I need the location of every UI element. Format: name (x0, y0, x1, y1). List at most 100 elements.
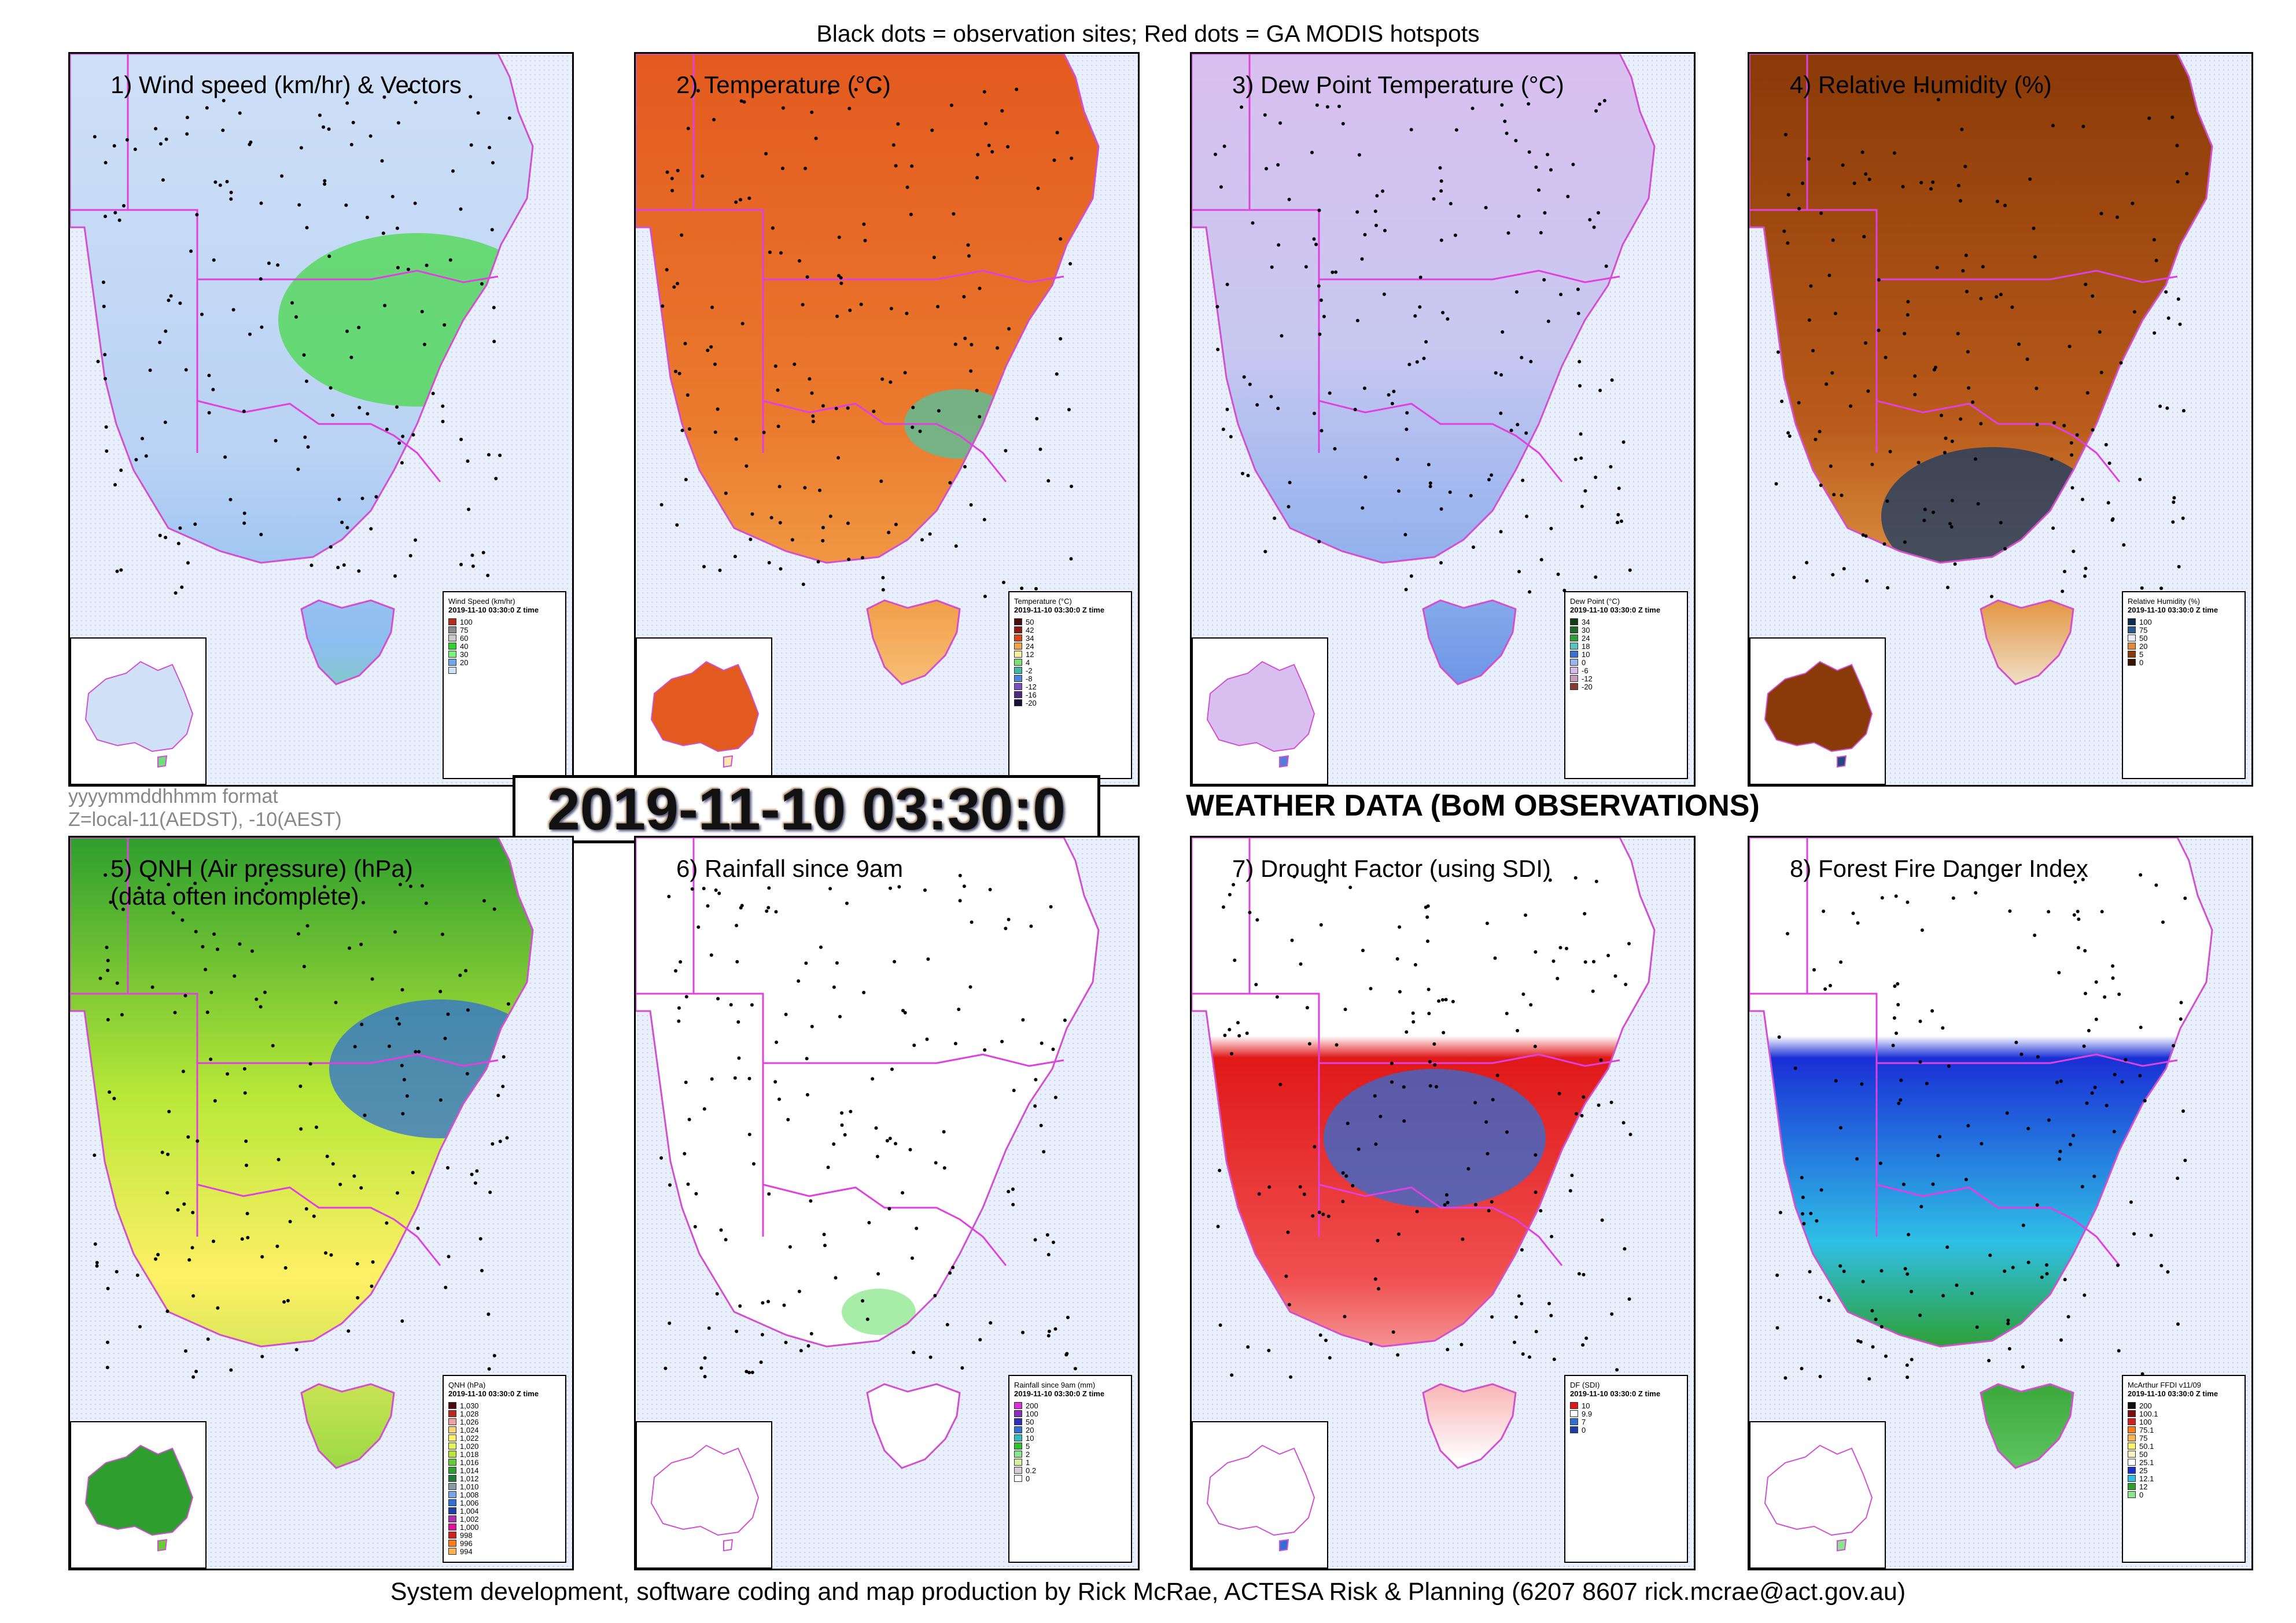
legend-swatch (2128, 1483, 2136, 1490)
legend-subtitle: 2019-11-10 03:30:0 Z time (2128, 1389, 2218, 1398)
legend-label: 0 (2139, 1490, 2144, 1499)
legend-swatch (2128, 1402, 2136, 1409)
legend-item: 75 (2128, 1433, 2240, 1443)
map-canvas (636, 838, 1100, 1469)
legend-label: 24 (1026, 641, 1034, 651)
legend-swatch (448, 1402, 456, 1409)
legend-swatch (448, 1451, 456, 1458)
legend-item: 9.9 (1570, 1410, 1682, 1418)
legend-item: 50 (1014, 618, 1126, 626)
legend-swatch (448, 1491, 456, 1498)
panel-temperature: 2) Temperature (°C) Temperature (°C) 2019… (634, 52, 1140, 787)
legend-item: 4 (1014, 658, 1126, 667)
legend-swatch (1570, 683, 1578, 690)
legend-swatch (1014, 683, 1022, 690)
panel-title: 7) Drought Factor (using SDI) (1232, 855, 1551, 882)
legend-label: 996 (460, 1539, 473, 1548)
legend-swatch (448, 626, 456, 633)
legend-item: 75 (2128, 626, 2240, 635)
legend-label: 200 (1026, 1401, 1038, 1410)
legend-item: 1,022 (448, 1433, 561, 1443)
map-canvas (1749, 838, 2213, 1469)
legend-item: 200 (1014, 1401, 1126, 1410)
legend-label: 1,000 (460, 1522, 479, 1532)
legend-label: 5 (2139, 650, 2144, 659)
map-canvas (70, 54, 534, 685)
panel-title: 2) Temperature (°C) (676, 71, 891, 98)
legend-label: 75 (2139, 1433, 2148, 1443)
legend-swatch (1570, 618, 1578, 625)
legend-swatch (2128, 626, 2136, 633)
legend-item: 1,004 (448, 1507, 561, 1515)
legend-item: -12 (1570, 674, 1682, 683)
legend-item: 996 (448, 1539, 561, 1548)
legend-label: 100 (2139, 617, 2152, 626)
map-legend: Rainfall since 9am (mm) 2019-11-10 03:30:… (1008, 1375, 1132, 1563)
legend-item: 100 (448, 618, 561, 626)
legend-label: 1,026 (460, 1417, 479, 1426)
legend-item: 42 (1014, 625, 1126, 635)
legend-label: 1,010 (460, 1482, 479, 1491)
legend-label: 50 (2139, 633, 2148, 643)
header-caption: Black dots = observation sites; Red dots… (816, 20, 1480, 47)
panel-title: 8) Forest Fire Danger Index (1790, 855, 2088, 882)
legend-label: 42 (1026, 625, 1034, 635)
legend-swatch (448, 1475, 456, 1482)
legend-label: 1,002 (460, 1514, 479, 1524)
legend-label: -8 (1026, 674, 1033, 683)
legend-item: 50.1 (2128, 1442, 2240, 1451)
legend-label: -20 (1026, 698, 1037, 707)
legend-swatch (1014, 675, 1022, 682)
legend-swatch (2128, 1451, 2136, 1458)
australia-inset-map (1192, 1421, 1328, 1569)
legend-label: 1,014 (460, 1466, 479, 1475)
legend-swatch (1014, 643, 1022, 650)
legend-swatch (448, 1459, 456, 1466)
legend-label: 1,022 (460, 1433, 479, 1443)
legend-item: 1,002 (448, 1514, 561, 1524)
legend-label: 50 (1026, 617, 1034, 626)
legend-swatch (1014, 1426, 1022, 1433)
legend-swatch (1570, 659, 1578, 666)
legend-swatch (1014, 1459, 1022, 1466)
legend-swatch (448, 651, 456, 658)
legend-title: Rainfall since 9am (mm) (1014, 1381, 1096, 1389)
legend-swatch (1014, 635, 1022, 641)
legend-item: 24 (1570, 634, 1682, 643)
legend-item: 12 (2128, 1482, 2240, 1491)
legend-swatch (1014, 659, 1022, 666)
legend-item: -8 (1014, 674, 1126, 683)
legend-swatch (1014, 1475, 1022, 1482)
map-canvas (1192, 54, 1656, 685)
map-legend: McArthur FFDI v11/09 2019-11-10 03:30:0 Z… (2122, 1375, 2246, 1563)
panel-title: 3) Dew Point Temperature (°C) (1232, 71, 1564, 98)
legend-label: 50 (2139, 1449, 2148, 1459)
legend-subtitle: 2019-11-10 03:30:0 Z time (448, 606, 539, 614)
legend-item: 1 (1014, 1458, 1126, 1467)
legend-item: 100 (2128, 618, 2240, 626)
legend-label: 9.9 (1582, 1409, 1593, 1418)
panel-ffdi: 8) Forest Fire Danger Index McArthur FFD… (1748, 836, 2253, 1570)
map-legend: Dew Point (°C) 2019-11-10 03:30:0 Z time 3… (1564, 591, 1688, 779)
legend-label: 18 (1582, 641, 1590, 651)
legend-swatch (448, 659, 456, 666)
legend-item: 10 (1570, 650, 1682, 659)
australia-inset-map (70, 1421, 207, 1569)
legend-label: 34 (1582, 617, 1590, 626)
timestamp-format-note: yyyymmddhhmm format Z=local-11(AEDST), -… (68, 785, 342, 831)
map-legend: Temperature (°C) 2019-11-10 03:30:0 Z tim… (1008, 591, 1132, 779)
legend-title: QNH (hPa) (448, 1381, 486, 1389)
legend-label: 25.1 (2139, 1458, 2154, 1467)
legend-label: 12 (1026, 650, 1034, 659)
legend-swatch (448, 1540, 456, 1547)
legend-label: 1,018 (460, 1449, 479, 1459)
panel-qnh-pressure: 5) QNH (Air pressure) (hPa) (data often … (68, 836, 574, 1570)
legend-title: Dew Point (°C) (1570, 597, 1620, 606)
legend-item: 2 (1014, 1450, 1126, 1459)
legend-label: 25 (2139, 1466, 2148, 1475)
legend-item: -12 (1014, 683, 1126, 691)
format-line-1: yyyymmddhhmm format (68, 785, 278, 807)
legend-swatch (448, 1548, 456, 1555)
legend-swatch (448, 1467, 456, 1474)
legend-label: 12 (2139, 1482, 2148, 1491)
